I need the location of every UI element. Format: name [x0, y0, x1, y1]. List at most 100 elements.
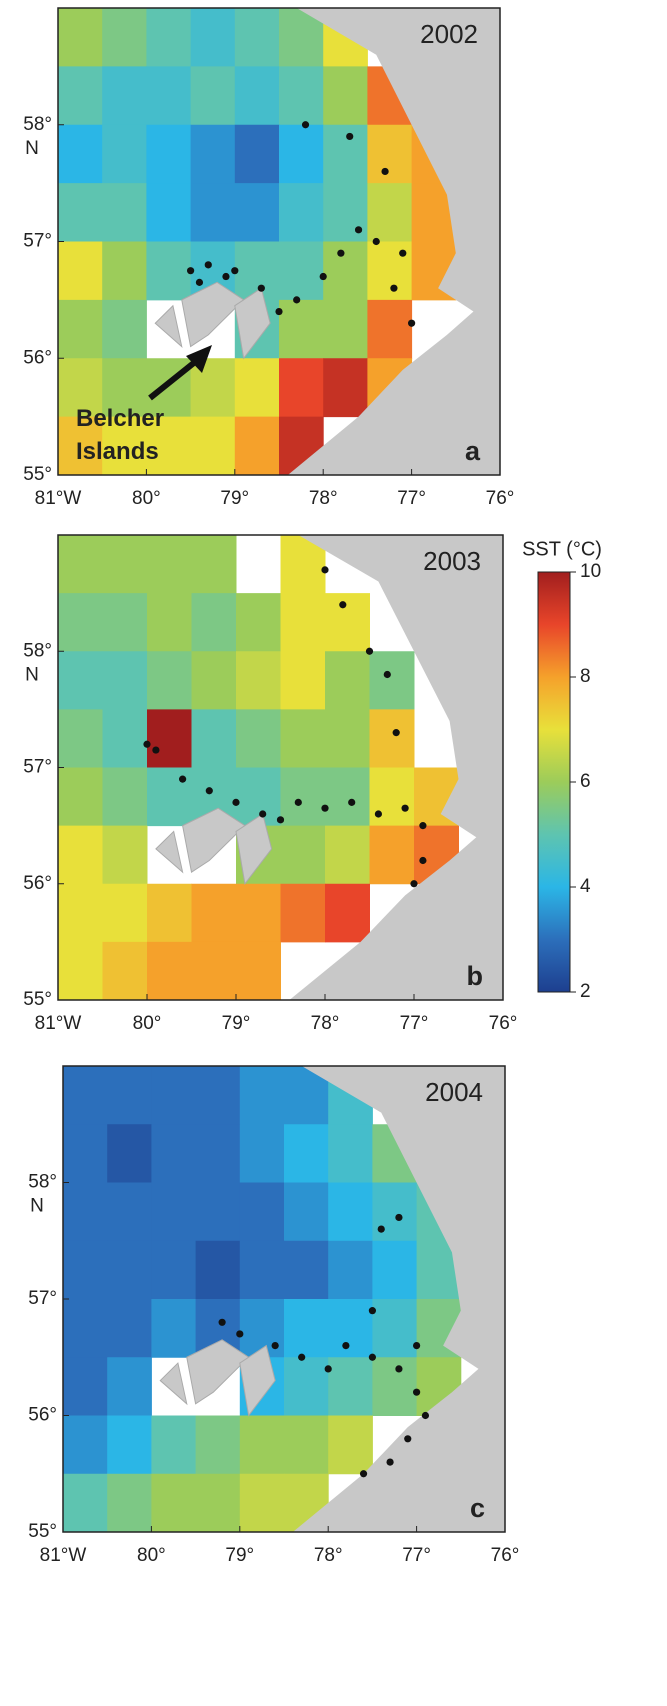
location-point: [374, 810, 382, 818]
sst-cell: [151, 1240, 197, 1300]
location-point: [342, 1342, 350, 1350]
location-point: [383, 670, 391, 679]
sst-cell: [102, 66, 147, 126]
x-tick-label: 77°: [400, 1013, 429, 1034]
sst-cell: [234, 358, 280, 418]
sst-cell: [239, 1415, 285, 1475]
land: [287, 8, 500, 475]
sst-cell: [284, 1124, 329, 1183]
y-tick-label: 58°: [23, 640, 52, 661]
sst-cell: [195, 1066, 241, 1125]
sst-cell: [280, 709, 326, 768]
location-point: [399, 249, 407, 257]
location-point: [354, 226, 363, 234]
colorbar-label: SST (°C): [522, 538, 602, 560]
sst-cell: [195, 1473, 241, 1532]
location-point: [143, 740, 151, 748]
location-point: [346, 132, 354, 141]
location-point: [276, 816, 285, 824]
colorbar: [537, 571, 571, 993]
sst-cell: [107, 1415, 152, 1475]
sst-cell: [107, 1357, 152, 1416]
map-panel: [63, 1066, 505, 1532]
sst-cell: [325, 709, 370, 768]
sst-cell: [147, 535, 192, 594]
sst-cell: [191, 651, 237, 710]
sst-cell: [58, 535, 103, 594]
x-tick-label: 78°: [311, 1013, 340, 1034]
sst-cell: [146, 183, 192, 242]
sst-cell: [284, 1240, 329, 1300]
island: [155, 830, 184, 874]
location-point: [204, 261, 212, 269]
sst-cell: [58, 183, 103, 242]
y-tick-label: 56°: [23, 873, 52, 894]
sst-cell: [369, 825, 415, 885]
sst-cell: [63, 1299, 108, 1358]
sst-cell: [284, 1299, 329, 1358]
location-point: [222, 272, 230, 281]
sst-cell: [239, 1124, 285, 1183]
sst-cell: [279, 183, 324, 242]
sst-cell: [151, 1182, 197, 1242]
location-point: [319, 272, 327, 281]
location-point: [419, 822, 427, 830]
x-tick-label: 80°: [133, 1013, 162, 1034]
sst-cell: [195, 1124, 241, 1183]
location-point: [298, 1353, 306, 1361]
colorbar-tick-label: 2: [580, 981, 591, 1002]
sst-cell: [369, 709, 415, 768]
sst-cell: [58, 66, 103, 126]
x-tick-label: 81°W: [35, 488, 82, 509]
colorbar-tick-label: 4: [580, 876, 591, 897]
sst-cell: [279, 299, 324, 359]
sst-cell: [58, 299, 103, 359]
x-tick-label: 77°: [402, 1545, 431, 1566]
location-point: [294, 798, 302, 806]
location-point: [408, 319, 416, 327]
x-tick-label: 81°W: [40, 1545, 87, 1566]
sst-cell: [195, 1182, 241, 1242]
sst-cell: [328, 1182, 373, 1242]
panel-year: 2002: [420, 19, 478, 49]
y-tick-label: 56°: [23, 347, 52, 368]
colorbar-tick-label: 8: [580, 666, 591, 687]
sst-cell: [58, 124, 103, 184]
location-point: [413, 1388, 421, 1396]
x-tick-label: 76°: [491, 1545, 520, 1566]
sst-cell: [102, 358, 147, 418]
y-tick-label: 57°: [23, 231, 52, 252]
sst-cell: [328, 1357, 373, 1416]
location-point: [324, 1365, 332, 1373]
sst-cell: [58, 709, 103, 768]
x-tick-label: 79°: [220, 488, 249, 509]
sst-cell: [107, 1473, 152, 1532]
sst-cell: [102, 709, 148, 768]
location-point: [257, 284, 265, 292]
colorbar-tick-label: 10: [580, 561, 601, 582]
sst-cell: [63, 1357, 108, 1416]
location-point: [359, 1470, 368, 1478]
y-tick-label: 57°: [23, 757, 52, 778]
sst-cell: [239, 1240, 285, 1300]
location-point: [365, 647, 374, 655]
location-point: [231, 267, 239, 275]
sst-cell: [58, 883, 103, 943]
arrow-head: [186, 345, 212, 373]
sst-cell: [102, 941, 148, 1000]
sst-cell: [102, 593, 148, 652]
sst-cell: [372, 1299, 418, 1358]
sst-cell: [146, 241, 192, 301]
location-point: [410, 880, 418, 888]
sst-cell: [328, 1240, 373, 1300]
y-tick-label: 56°: [28, 1405, 57, 1426]
sst-cell: [190, 416, 236, 475]
sst-cell: [107, 1124, 152, 1183]
sst-cell: [102, 416, 147, 475]
sst-cell: [190, 183, 236, 242]
location-point: [348, 798, 356, 806]
sst-cell: [280, 651, 326, 710]
sst-cell: [191, 883, 237, 943]
annotation: Belcher Islands: [76, 405, 165, 465]
sst-cell: [325, 593, 370, 652]
